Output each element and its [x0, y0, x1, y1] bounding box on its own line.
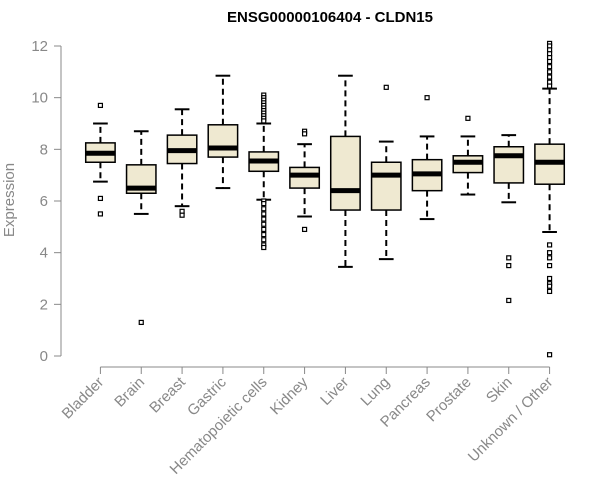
outlier-point	[179, 212, 185, 218]
outlier-point	[261, 221, 267, 227]
outlier-point	[261, 237, 267, 243]
outlier-point	[546, 283, 553, 289]
boxes-group	[84, 40, 566, 358]
outlier-point	[97, 102, 104, 109]
x-category-label: Bladder	[59, 374, 108, 423]
outlier-point	[546, 58, 553, 65]
box-gastric	[207, 74, 239, 190]
outlier-point	[546, 250, 553, 256]
outlier-point	[546, 255, 553, 261]
outlier-point	[546, 83, 553, 89]
outlier-point	[301, 131, 308, 137]
outlier-point	[301, 226, 308, 233]
outlier-point	[546, 64, 553, 70]
outlier-point	[97, 211, 104, 217]
outlier-point	[506, 255, 512, 261]
outlier-point	[138, 319, 144, 326]
iqr-box	[493, 146, 525, 184]
outlier-point	[424, 95, 430, 101]
x-category-label: Brain	[111, 374, 148, 411]
outlier-point	[546, 288, 553, 295]
box-kidney	[289, 128, 321, 233]
outlier-point	[506, 297, 512, 304]
outlier-point	[546, 69, 553, 75]
iqr-box	[370, 161, 402, 211]
box-liver	[329, 74, 361, 268]
x-category-label: Kidney	[267, 373, 312, 418]
outlier-point	[383, 84, 389, 90]
iqr-box	[289, 166, 321, 189]
y-tick-label: 12	[31, 38, 48, 55]
outlier-point	[546, 352, 553, 358]
outlier-point	[261, 226, 267, 233]
outlier-point	[546, 262, 553, 269]
box-lung	[370, 84, 402, 261]
outlier-point	[97, 195, 104, 202]
outlier-point	[261, 244, 267, 251]
outlier-point	[465, 115, 471, 121]
box-hematopoietic-cells	[248, 92, 280, 251]
x-category-label: Breast	[146, 373, 189, 416]
x-category-label: Liver	[317, 374, 352, 409]
y-axis-title: Expression	[1, 163, 18, 237]
y-tick-label: 4	[40, 245, 48, 262]
outlier-point	[261, 206, 267, 212]
y-tick-label: 10	[31, 90, 48, 107]
outlier-point	[546, 275, 553, 282]
outlier-point	[261, 231, 267, 238]
outlier-point	[546, 242, 553, 248]
iqr-box	[207, 124, 239, 158]
y-tick-label: 0	[40, 348, 48, 365]
outlier-point	[506, 262, 512, 269]
outlier-point	[261, 211, 267, 217]
outlier-point	[261, 216, 267, 222]
y-tick-label: 6	[40, 193, 48, 210]
box-pancreas	[411, 95, 443, 221]
box-skin	[493, 134, 525, 304]
y-tick-label: 2	[40, 296, 48, 313]
outlier-point	[261, 118, 267, 124]
box-prostate	[452, 115, 484, 196]
outlier-point	[261, 200, 267, 207]
iqr-box	[329, 135, 361, 211]
box-brain	[125, 130, 157, 326]
x-category-label: Lung	[357, 374, 393, 410]
x-category-label: Skin	[483, 374, 516, 407]
box-unknown-other	[534, 40, 566, 358]
box-bladder	[84, 102, 116, 217]
y-axis: 0 2 4 6 8 10 12	[31, 38, 62, 365]
x-category-label: Prostate	[423, 374, 475, 426]
y-tick-label: 8	[40, 141, 48, 158]
chart-title: ENSG00000106404 - CLDN15	[227, 9, 433, 26]
outlier-point	[546, 74, 553, 80]
box-breast	[166, 108, 198, 218]
